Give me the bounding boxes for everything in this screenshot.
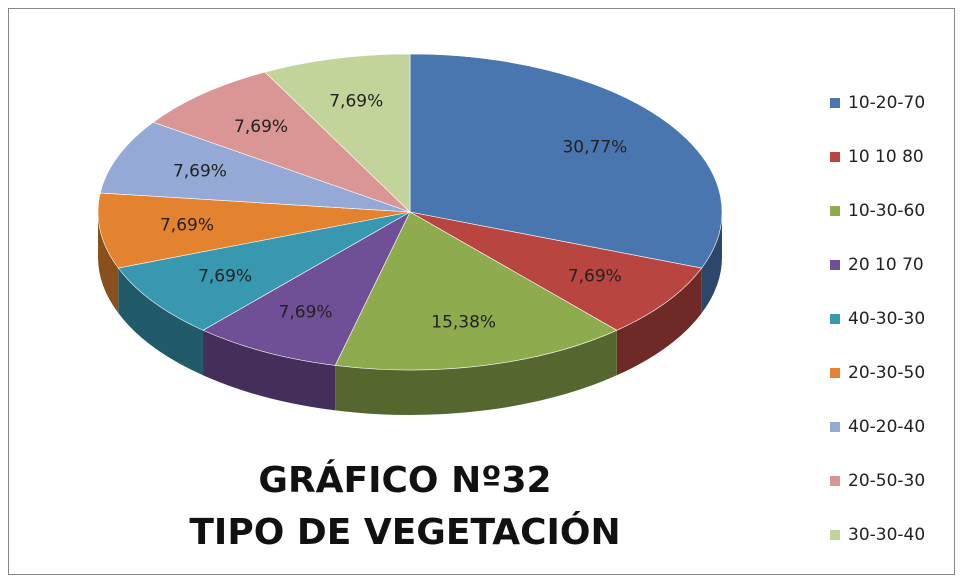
legend-label: 10-20-70 — [848, 93, 925, 113]
legend-swatch — [830, 422, 840, 432]
legend-label: 30-30-40 — [848, 525, 925, 545]
legend-swatch — [830, 260, 840, 270]
data-label: 30,77% — [562, 137, 627, 157]
chart-subtitle: TIPO DE VEGETACIÓN — [189, 511, 620, 553]
pie-slice — [334, 211, 618, 371]
pie-slice — [409, 53, 723, 269]
legend-swatch — [830, 152, 840, 162]
pie-slice — [117, 211, 411, 331]
data-label: 15,38% — [431, 312, 496, 332]
pie-slice — [409, 211, 703, 331]
pie-slice-side — [701, 212, 722, 314]
data-label: 7,69% — [173, 162, 227, 182]
legend-label: 40-30-30 — [848, 309, 925, 329]
pie-slice — [202, 211, 411, 366]
legend-swatch — [830, 314, 840, 324]
pie-slice-side — [335, 330, 617, 415]
data-label: 7,69% — [198, 267, 252, 287]
legend-label: 10-30-60 — [848, 201, 925, 221]
pie-slice-side — [616, 268, 702, 376]
data-label: 7,69% — [234, 117, 288, 137]
pie-slice — [97, 192, 411, 269]
legend-swatch — [830, 206, 840, 216]
legend-label: 10 10 80 — [848, 147, 924, 167]
data-label: 7,69% — [279, 303, 333, 323]
chart-title: GRÁFICO Nº32 — [258, 459, 551, 501]
pie-slice-side — [203, 330, 336, 411]
pie-slice-side — [118, 267, 204, 376]
data-label: 7,69% — [160, 216, 214, 236]
legend-label: 20-50-30 — [848, 471, 925, 491]
data-label: 7,69% — [329, 92, 383, 112]
legend-swatch — [830, 476, 840, 486]
legend-label: 20-30-50 — [848, 363, 925, 383]
legend-label: 20 10 70 — [848, 255, 924, 275]
legend-label: 40-20-40 — [848, 417, 925, 437]
pie-slice — [99, 121, 411, 213]
legend-swatch — [830, 98, 840, 108]
data-label: 7,69% — [568, 267, 622, 287]
legend-swatch — [830, 530, 840, 540]
legend-swatch — [830, 368, 840, 378]
pie-slice — [264, 53, 411, 213]
pie-slice-side — [98, 212, 119, 313]
pie-slice — [152, 71, 411, 213]
